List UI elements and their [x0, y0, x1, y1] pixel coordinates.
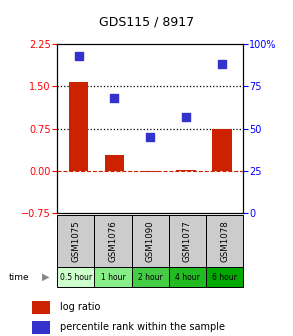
Text: GSM1078: GSM1078: [220, 220, 229, 262]
Bar: [105, 155, 124, 171]
Text: GSM1075: GSM1075: [71, 220, 80, 262]
Text: GSM1090: GSM1090: [146, 220, 155, 262]
Text: 2 hour: 2 hour: [138, 273, 163, 282]
Bar: [94, 215, 132, 267]
Bar: [140, 171, 160, 172]
Bar: [32, 301, 50, 313]
Bar: [206, 267, 243, 287]
Bar: [169, 215, 206, 267]
Point: [112, 95, 117, 101]
Text: GSM1076: GSM1076: [108, 220, 117, 262]
Text: 6 hour: 6 hour: [212, 273, 237, 282]
Bar: [57, 215, 94, 267]
Text: ▶: ▶: [42, 272, 49, 282]
Bar: [169, 267, 206, 287]
Text: percentile rank within the sample: percentile rank within the sample: [60, 323, 225, 333]
Text: 0.5 hour: 0.5 hour: [60, 273, 92, 282]
Bar: [176, 170, 196, 171]
Bar: [206, 215, 243, 267]
Bar: [69, 82, 88, 171]
Point: [148, 134, 153, 140]
Text: 1 hour: 1 hour: [100, 273, 125, 282]
Bar: [212, 128, 231, 171]
Point: [184, 114, 188, 119]
Bar: [57, 267, 94, 287]
Text: 4 hour: 4 hour: [175, 273, 200, 282]
Text: GDS115 / 8917: GDS115 / 8917: [99, 15, 194, 28]
Text: time: time: [9, 273, 29, 282]
Bar: [94, 267, 132, 287]
Point: [219, 61, 224, 67]
Text: GSM1077: GSM1077: [183, 220, 192, 262]
Bar: [132, 267, 169, 287]
Text: log ratio: log ratio: [60, 302, 100, 312]
Bar: [32, 321, 50, 334]
Point: [76, 53, 81, 58]
Bar: [132, 215, 169, 267]
